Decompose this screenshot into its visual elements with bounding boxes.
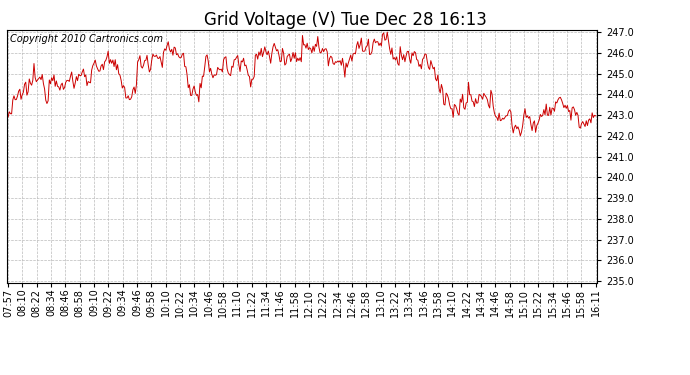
- Text: Grid Voltage (V) Tue Dec 28 16:13: Grid Voltage (V) Tue Dec 28 16:13: [204, 11, 486, 29]
- Text: Copyright 2010 Cartronics.com: Copyright 2010 Cartronics.com: [10, 34, 163, 44]
